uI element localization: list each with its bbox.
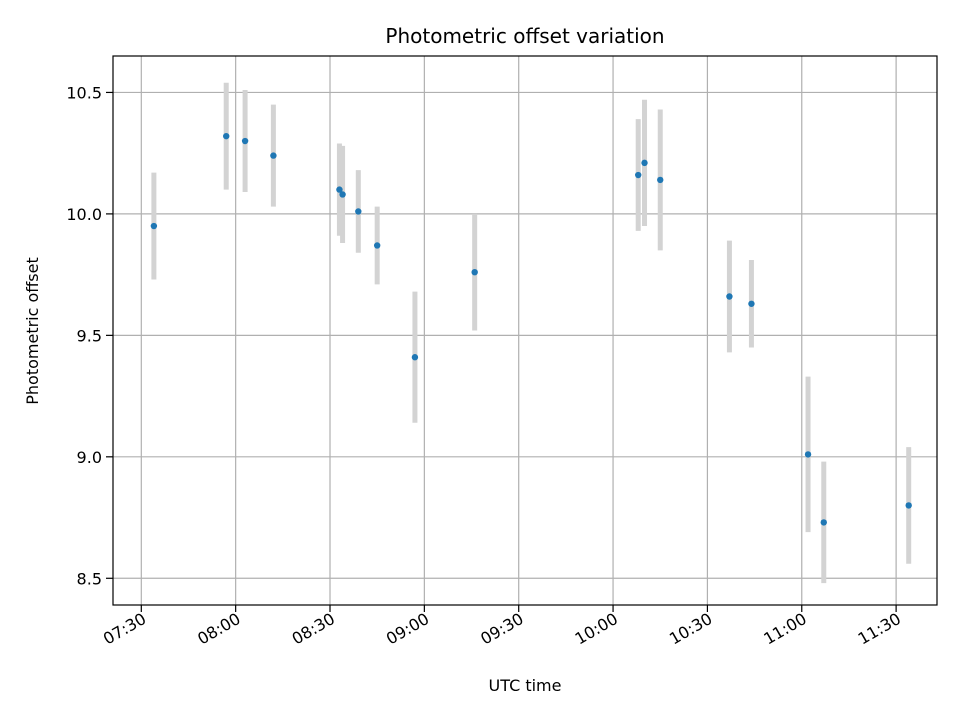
data-point [355, 208, 362, 215]
y-tick-label: 10.0 [66, 205, 102, 224]
data-point [373, 242, 381, 249]
x-axis-title: UTC time [489, 676, 562, 695]
data-point [635, 171, 642, 179]
data-point [270, 152, 277, 159]
y-tick-label: 10.5 [66, 83, 102, 102]
data-point [820, 519, 827, 526]
data-point [150, 222, 158, 230]
data-point [411, 354, 419, 361]
y-axis-title: Photometric offset [23, 257, 42, 405]
data-point [336, 186, 343, 193]
data-point [471, 268, 478, 276]
y-tick-label: 8.5 [77, 569, 102, 588]
data-point [905, 502, 912, 509]
plot-frame [112, 55, 938, 606]
y-tick-label: 9.5 [77, 326, 102, 345]
data-point [657, 176, 664, 184]
grid [113, 56, 937, 605]
data-point [748, 300, 755, 307]
data-point [241, 137, 249, 145]
data-points [150, 132, 912, 526]
data-point [339, 191, 346, 198]
y-axis: 8.5 9.0 9.5 10.0 10.5 [66, 83, 113, 588]
data-point [223, 132, 230, 140]
data-point [726, 293, 733, 300]
data-point [804, 451, 812, 458]
data-point [641, 159, 648, 167]
y-tick-label: 9.0 [77, 448, 102, 467]
chart-title: Photometric offset variation [385, 24, 664, 48]
